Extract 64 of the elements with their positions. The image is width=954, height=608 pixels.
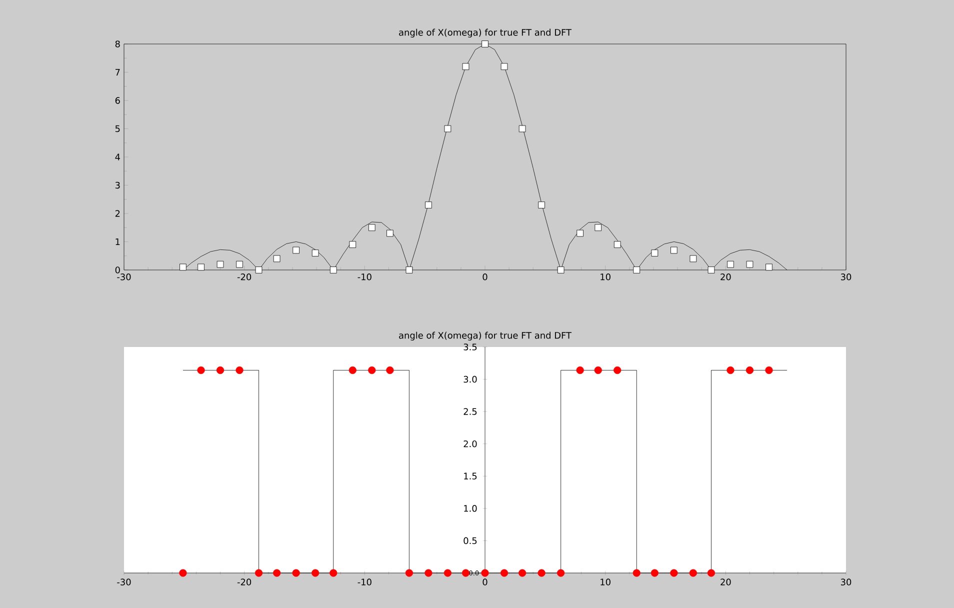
point [330, 266, 337, 274]
x-tick-label: 20 [720, 578, 731, 586]
x-tick-label: 0 [482, 274, 488, 280]
point [708, 266, 715, 274]
y-tick-label: 7 [116, 68, 120, 76]
y-tick-label: 4 [115, 154, 120, 160]
x-tick-label: 10 [600, 274, 610, 280]
point [651, 250, 658, 256]
point [576, 230, 584, 237]
point [482, 40, 488, 48]
y-tick-label: 2 [115, 210, 120, 217]
point [236, 260, 243, 268]
y-tick-label: 8 [115, 40, 120, 48]
y-tick-label: 1.0 [464, 505, 477, 512]
y-tick-label: 1.5 [464, 472, 477, 480]
y-tick-label: 0 [115, 266, 120, 274]
x-tick-label: -10 [358, 578, 372, 586]
point [273, 255, 280, 262]
point [690, 255, 697, 262]
point [518, 125, 526, 132]
point [727, 260, 734, 268]
y-tick-label: 5 [115, 125, 120, 132]
y-tick-label: 3.0 [464, 376, 477, 383]
point [386, 230, 394, 237]
point [406, 266, 413, 274]
x-tick-label: -10 [358, 274, 372, 280]
point [670, 246, 678, 254]
x-tick-label: -20 [237, 578, 252, 586]
chart-title: angle of X(omega) for true FT and DFT [399, 28, 572, 38]
y-tick-label: 6 [115, 97, 120, 104]
chart-title: angle of X(omega) for true FT and DFT [399, 332, 572, 340]
point [766, 264, 772, 271]
y-tick-label: 0.5 [464, 537, 477, 544]
point [368, 224, 376, 232]
x-tick-label: 30 [840, 578, 852, 586]
point [255, 266, 262, 274]
point [614, 241, 621, 248]
y-tick-label: 1 [116, 238, 120, 245]
point [425, 202, 432, 208]
y-tick-label: 2.0 [464, 440, 477, 448]
x-tick-label: 30 [840, 274, 852, 280]
y-tick-label: 2.5 [464, 408, 477, 415]
x-tick-label: 0 [482, 578, 488, 586]
point [312, 250, 319, 256]
point [349, 241, 356, 248]
point [500, 63, 508, 70]
point [462, 63, 470, 70]
point [292, 246, 300, 254]
point [538, 202, 545, 208]
point [444, 125, 452, 132]
y-tick-label: 3.5 [464, 344, 477, 350]
x-tick-label: 10 [600, 578, 610, 586]
point [594, 224, 602, 232]
x-tick-label: -30 [117, 578, 131, 586]
point [557, 266, 564, 274]
x-tick-label: -20 [237, 274, 252, 280]
point [198, 264, 204, 271]
point [216, 260, 224, 268]
x-tick-label: -30 [117, 274, 131, 280]
point [633, 266, 640, 274]
y-tick-label: 3 [115, 182, 120, 189]
point [746, 260, 754, 268]
x-tick-label: 20 [720, 274, 731, 280]
point [180, 264, 186, 271]
